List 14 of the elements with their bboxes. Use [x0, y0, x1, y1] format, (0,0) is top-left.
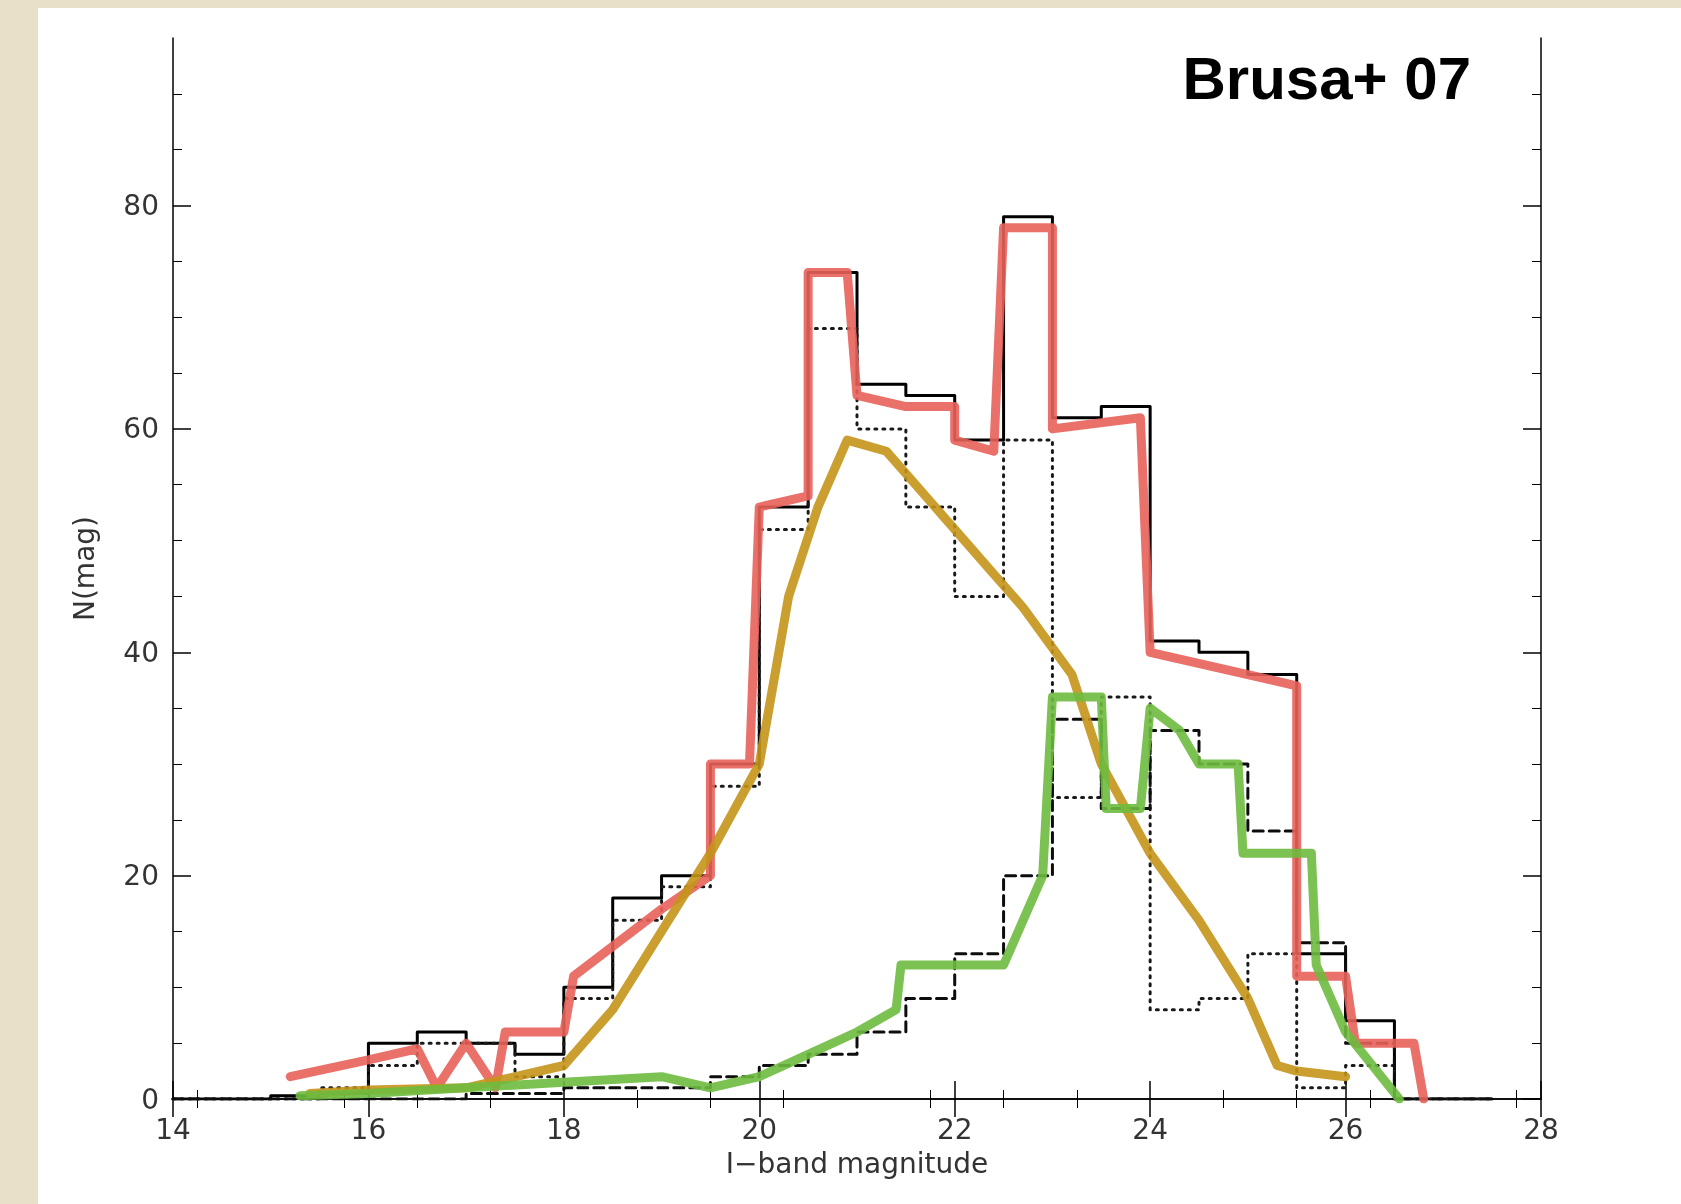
- x-tick-label: 16: [350, 1112, 387, 1146]
- x-tick-label: 24: [1132, 1112, 1168, 1146]
- x-axis-title: I−band magnitude: [725, 1146, 989, 1180]
- annotation: Brusa+ 07: [1182, 44, 1471, 112]
- y-tick-label: 60: [123, 412, 159, 446]
- x-tick-label: 20: [741, 1112, 778, 1146]
- y-axis-title: N(mag): [67, 516, 101, 621]
- y-tick-label: 20: [123, 859, 159, 893]
- x-tick-label: 26: [1327, 1112, 1364, 1146]
- y-tick-label: 40: [123, 635, 159, 669]
- y-tick-label: 80: [123, 189, 159, 223]
- x-tick-label: 18: [546, 1112, 582, 1146]
- x-tick-label: 22: [936, 1112, 973, 1146]
- x-tick-label: 28: [1523, 1112, 1559, 1146]
